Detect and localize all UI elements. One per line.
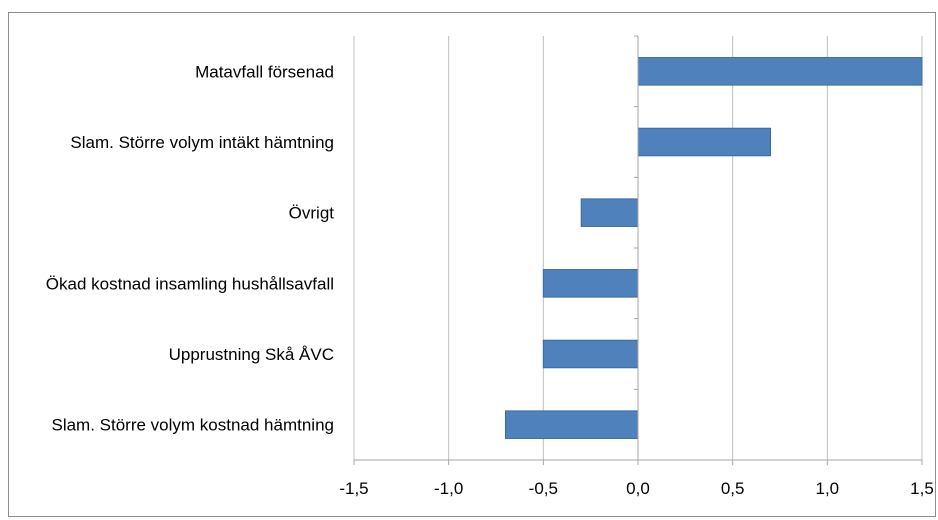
tick-label-1: -1,0 xyxy=(434,479,463,498)
tick-label-6: 1,5 xyxy=(910,479,934,498)
axes xyxy=(353,35,923,465)
tick-label-2: -0,5 xyxy=(529,479,558,498)
category-label-5: Slam. Större volym kostnad hämtning xyxy=(51,416,334,435)
bar-3 xyxy=(542,269,639,298)
tick-label-0: -1,5 xyxy=(339,479,368,498)
gridlines xyxy=(353,36,923,460)
category-label-2: Övrigt xyxy=(289,204,335,223)
tick-label-4: 0,5 xyxy=(721,479,745,498)
bars xyxy=(504,57,923,439)
bar-0 xyxy=(637,57,923,86)
category-label-1: Slam. Större volym intäkt hämtning xyxy=(70,133,334,152)
category-label-4: Upprustning Skå ÅVC xyxy=(169,345,334,364)
bar-4 xyxy=(542,339,639,369)
bar-2 xyxy=(580,198,639,227)
category-label-0: Matavfall försenad xyxy=(195,62,334,81)
bar-5 xyxy=(504,410,639,439)
tick-label-5: 1,0 xyxy=(816,479,840,498)
category-labels: Matavfall försenad Slam. Större volym int… xyxy=(46,62,334,434)
category-label-3: Ökad kostnad insamling hushållsavfall xyxy=(46,274,334,293)
tick-label-3: 0,0 xyxy=(626,479,650,498)
bar-1 xyxy=(637,127,772,157)
tick-labels: -1,5 -1,0 -0,5 0,0 0,5 1,0 1,5 xyxy=(339,479,933,498)
chart-frame xyxy=(8,12,936,517)
